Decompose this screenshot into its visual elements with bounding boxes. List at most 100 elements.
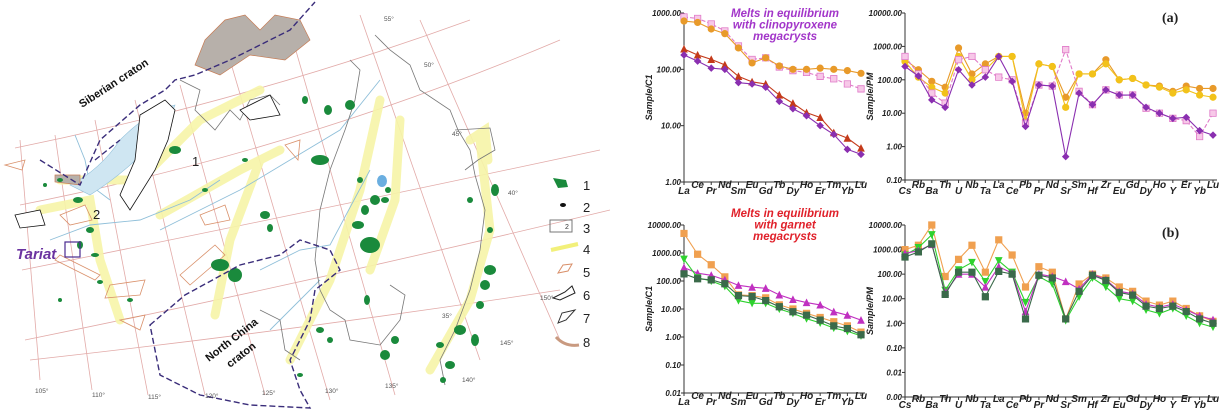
data-point [748, 283, 756, 291]
data-point [707, 64, 715, 72]
y-tick-label: 1000.00 [873, 42, 902, 51]
data-point [857, 69, 865, 77]
data-point [968, 52, 976, 61]
data-point [680, 263, 688, 272]
series-line [904, 55, 1214, 157]
latitude-labels: 55° 50° 45° 40° 35° [384, 15, 518, 320]
y-tick-label: 1.00 [886, 319, 902, 328]
longitude-label: 105° [35, 387, 49, 395]
data-point [981, 268, 989, 276]
series-line [904, 243, 1214, 324]
y-tick-label: 0.10 [665, 361, 681, 370]
x-tick-label: Pr [706, 397, 718, 408]
x-tick-label: La [993, 180, 1005, 191]
data-point [1209, 84, 1217, 92]
data-point [1075, 70, 1083, 78]
x-tick-label: Lu [1207, 394, 1219, 405]
legend-number: 6 [583, 288, 590, 303]
x-tick-label: Pr [1034, 186, 1046, 197]
y-tick-label: 0.10 [886, 176, 902, 185]
data-point [802, 311, 811, 319]
data-point [968, 268, 976, 276]
volcanic-field [467, 197, 473, 203]
data-point [968, 241, 976, 249]
data-point [1196, 315, 1204, 323]
data-point [914, 72, 923, 80]
x-tick-label: Ta [980, 186, 992, 197]
volcanic-field [228, 268, 242, 282]
data-point [995, 267, 1003, 275]
data-point [954, 44, 963, 52]
x-tick-label: Ba [925, 186, 938, 197]
data-point [928, 221, 936, 229]
data-point [1142, 302, 1150, 310]
data-point [775, 62, 783, 70]
data-point [1115, 76, 1123, 84]
volcanic-field [370, 195, 380, 205]
volcanic-field [436, 342, 444, 348]
data-point [1195, 126, 1204, 135]
x-tick-label: Sm [1071, 394, 1087, 405]
data-point [1088, 271, 1097, 279]
x-tick-label: Ce [691, 180, 704, 191]
data-point [680, 255, 688, 264]
cross-hatched-icon [551, 285, 576, 301]
volcanic-field [491, 184, 499, 196]
data-point [775, 290, 784, 299]
y-tick-label: 1000.00 [873, 246, 902, 255]
x-tick-label: Th [939, 394, 951, 405]
longitude-label: 115° [148, 393, 161, 401]
legend-item-1: 1 [553, 178, 590, 193]
x-tick-label: Eu [746, 391, 759, 402]
x-tick-label: Er [1181, 394, 1193, 405]
data-point [1169, 302, 1177, 310]
data-point [1008, 251, 1016, 259]
tariat-box [64, 241, 81, 258]
data-point [1102, 60, 1110, 68]
volcanic-field [380, 350, 390, 360]
data-point [762, 296, 770, 305]
orange-outline-icon [556, 263, 573, 274]
data-point [843, 324, 851, 333]
x-tick-label: Rb [912, 394, 925, 405]
x-tick-label: Y [1169, 400, 1177, 411]
x-tick-label: Sr [1060, 186, 1072, 197]
x-tick-label: Ho [1153, 394, 1166, 405]
y-tick-label: 0.01 [665, 389, 681, 398]
data-point [1155, 109, 1164, 117]
volcanic-field [454, 325, 466, 335]
volcanic-field [57, 178, 63, 182]
data-point [901, 253, 909, 261]
chart-b-pm: 0.00 0.01 0.10 1.00 10.00 100.00 1000.00 10000.… [865, 221, 1219, 411]
volcanic-field [316, 327, 324, 333]
x-tick-label: Sm [731, 186, 747, 197]
y-tick-label: 10.00 [882, 295, 903, 304]
data-point [694, 275, 702, 283]
data-point [762, 54, 770, 62]
data-point [1209, 93, 1217, 101]
volcanic-field [345, 100, 355, 110]
x-tick-label: Dy [787, 397, 800, 408]
tariat-label: Tariat [16, 246, 57, 263]
y-tick-label: 1.00 [665, 333, 681, 342]
series-s2 [680, 263, 865, 324]
data-point [680, 229, 688, 238]
x-tick-label: Sr [1060, 400, 1072, 411]
data-point [1035, 81, 1043, 89]
data-point [789, 65, 797, 73]
volcanic-field [471, 334, 479, 346]
data-point [1021, 298, 1030, 307]
data-point [1048, 82, 1057, 90]
x-tick-label: Er [815, 397, 827, 408]
data-point [843, 67, 851, 75]
chart-title-line: Melts in equilibrium [731, 8, 839, 20]
data-point [954, 56, 963, 64]
longitude-label: 145° [500, 339, 514, 347]
data-point [1182, 86, 1190, 94]
volcanic-field [43, 183, 47, 187]
data-point [1021, 283, 1030, 291]
x-tick-label: Zr [1100, 180, 1112, 191]
data-point [995, 236, 1003, 244]
x-tick-label: Nd [718, 391, 732, 402]
